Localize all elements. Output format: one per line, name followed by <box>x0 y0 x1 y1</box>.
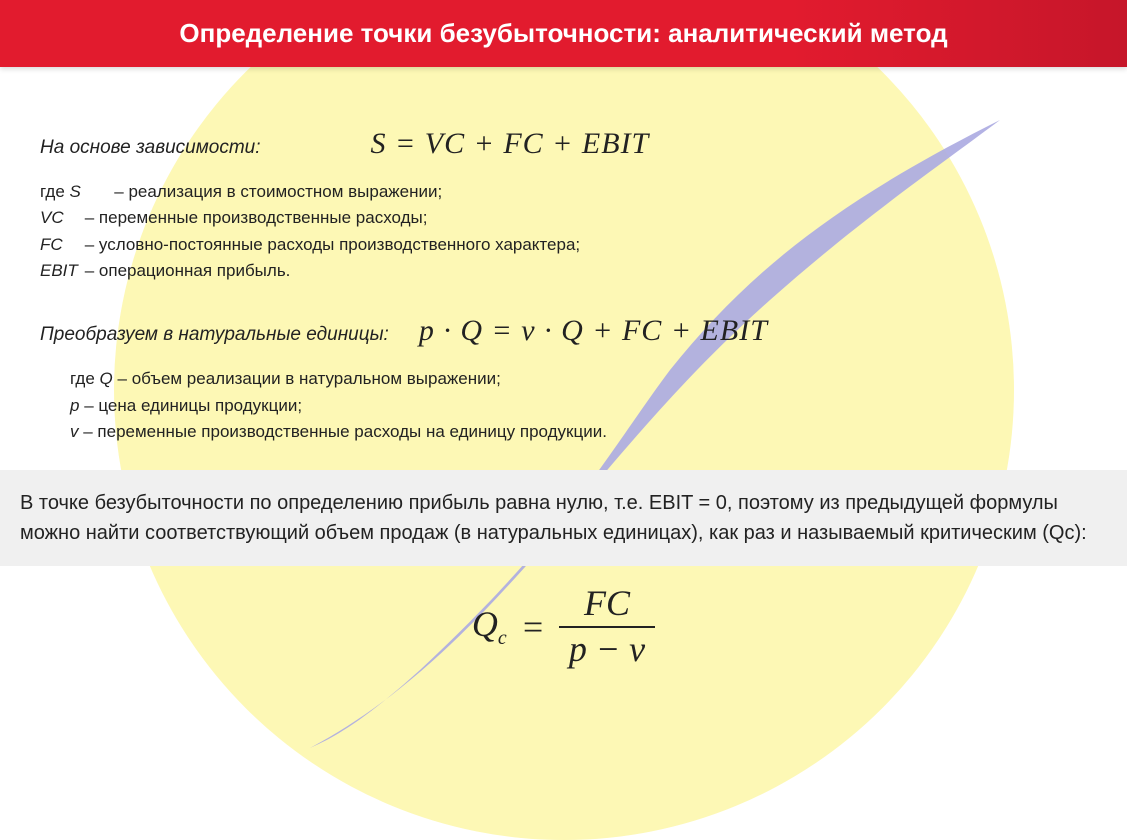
formula3-eq: = <box>521 606 545 648</box>
formula3-denominator: p − v <box>559 626 655 670</box>
def-line: FC – условно-постоянные расходы производ… <box>40 232 1087 258</box>
def-line: p – цена единицы продукции; <box>70 393 1087 419</box>
section1-intro: На основе зависимости: <box>40 137 301 159</box>
def-line: EBIT – операционная прибыль. <box>40 258 1087 284</box>
section2-definitions: где Q – объем реализации в натуральном в… <box>70 366 1087 445</box>
formula3-lhs: Qc <box>472 603 507 650</box>
conclusion-band: В точке безубыточности по определению пр… <box>0 470 1127 566</box>
formula-3: Qc = FC p − v <box>472 584 655 669</box>
content-area: На основе зависимости: S = VC + FC + EBI… <box>0 67 1127 445</box>
def-line: где Q – объем реализации в натуральном в… <box>70 366 1087 392</box>
def-line: VC – переменные производственные расходы… <box>40 205 1087 231</box>
slide-title-band: Определение точки безубыточности: аналит… <box>0 0 1127 67</box>
def-line: где S – реализация в стоимостном выражен… <box>40 179 1087 205</box>
formula3-numerator: FC <box>574 584 640 626</box>
formula-3-container: Qc = FC p − v <box>0 584 1127 669</box>
section1-definitions: где S – реализация в стоимостном выражен… <box>40 179 1087 284</box>
section1-row: На основе зависимости: S = VC + FC + EBI… <box>40 127 1087 161</box>
formula-1: S = VC + FC + EBIT <box>371 127 650 161</box>
formula3-fraction: FC p − v <box>559 584 655 669</box>
def-line: v – переменные производственные расходы … <box>70 419 1087 445</box>
slide-title: Определение точки безубыточности: аналит… <box>179 18 947 48</box>
conclusion-text: В точке безубыточности по определению пр… <box>20 492 1087 544</box>
section2-row: Преобразуем в натуральные единицы: p · Q… <box>40 314 1087 348</box>
formula-2: p · Q = v · Q + FC + EBIT <box>419 314 768 348</box>
section2-intro: Преобразуем в натуральные единицы: <box>40 324 419 346</box>
